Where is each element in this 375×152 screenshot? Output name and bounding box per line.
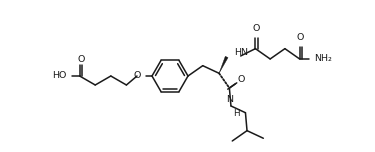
Text: HN: HN [234,48,248,57]
Text: H: H [233,109,240,118]
Text: O: O [77,55,84,64]
Text: NH₂: NH₂ [314,54,332,64]
Text: O: O [297,33,304,42]
Text: N: N [226,95,234,104]
Text: O: O [237,76,244,85]
Text: O: O [253,24,260,33]
Polygon shape [219,56,228,73]
Text: O: O [134,71,141,81]
Text: HO: HO [52,71,67,81]
